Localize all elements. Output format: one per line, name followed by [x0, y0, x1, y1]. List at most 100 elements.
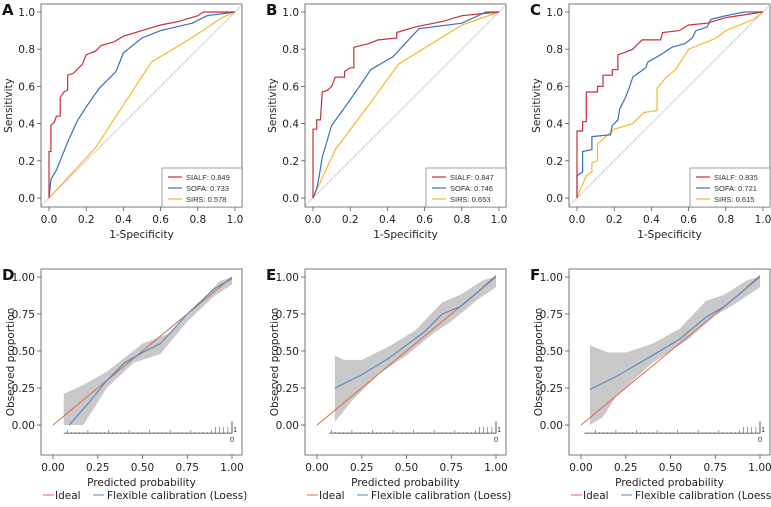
x-tick-label: 1.00 — [220, 462, 243, 474]
y-axis-title: Sensitivity — [267, 78, 279, 133]
y-tick-label: 0.0 — [18, 193, 35, 205]
legend-entry-sofa: SOFA: 0.746 — [450, 184, 493, 193]
confidence-band — [63, 277, 233, 425]
y-axis-title: Observed proportion — [5, 308, 17, 417]
panel-letter: B — [266, 1, 277, 19]
x-tick-label: 0.6 — [416, 214, 433, 226]
x-tick-label: 0.2 — [78, 214, 95, 226]
x-tick-label: 0.6 — [152, 214, 169, 226]
x-tick-label: 0.00 — [305, 462, 328, 474]
y-tick-label: 0.8 — [546, 44, 563, 56]
x-axis-title: 1-Specificity — [637, 229, 702, 241]
rug-label-0: 0 — [758, 435, 762, 444]
y-tick-label: 1.00 — [540, 272, 563, 284]
legend-entry-sialf: SIALF: 0.849 — [186, 173, 230, 182]
y-tick-label: 0.75 — [12, 309, 35, 321]
x-tick-label: 0.0 — [41, 214, 58, 226]
x-tick-label: 0.2 — [606, 214, 623, 226]
y-tick-label: 0.2 — [282, 156, 299, 168]
ideal-line — [52, 276, 233, 426]
panel-a: A 0.0 0.2 0.4 0.6 0.8 1.0 0.0 0.2 0.4 0.6 0.8 1.0 1-S… — [2, 1, 243, 241]
y-tick-label: 0.2 — [18, 156, 35, 168]
y-tick-label: 0.8 — [18, 44, 35, 56]
panel-letter: A — [2, 1, 14, 19]
legend-entry-ideal: Ideal — [55, 490, 81, 502]
x-tick-label: 0.4 — [643, 214, 660, 226]
reference-diagonal — [41, 4, 243, 206]
panel-c: C 0.0 0.2 0.4 0.6 0.8 1.0 0.0 0.2 0.4 0.6 0.8 1.0 1-S… — [530, 1, 771, 241]
loess-curve — [589, 275, 761, 390]
x-tick-label: 0.2 — [342, 214, 359, 226]
panel-d: D 0.00 0.25 0.50 0.75 1.00 0.00 0.25 0.50 0.75 1.0… — [2, 266, 247, 502]
y-axis-title: Sensitivity — [531, 78, 543, 133]
y-tick-label: 0.00 — [540, 420, 563, 432]
y-tick-label: 0.00 — [12, 420, 35, 432]
panel-b: B 0.0 0.2 0.4 0.6 0.8 1.0 0.0 0.2 0.4 0.6 0.8 1.0 1-S… — [266, 1, 507, 241]
x-axis-title: 1-Specificity — [109, 229, 174, 241]
y-tick-label: 1.0 — [18, 7, 35, 19]
legend-entry-loess: Flexible calibration (Loess) — [107, 490, 247, 502]
panel-letter: C — [530, 1, 541, 19]
roc-curve-sirs — [312, 11, 500, 199]
x-tick-label: 0.00 — [569, 462, 592, 474]
x-tick-label: 0.25 — [350, 462, 373, 474]
legend: Ideal Flexible calibration (Loess) — [43, 490, 247, 502]
y-axis-title: Sensitivity — [3, 78, 15, 133]
legend: SIALF: 0.849 SOFA: 0.733 SIRS: 0.578 — [161, 167, 243, 208]
x-tick-label: 0.8 — [717, 214, 734, 226]
legend-entry-sofa: SOFA: 0.721 — [714, 184, 757, 193]
x-tick-label: 0.0 — [569, 214, 586, 226]
y-tick-label: 0.75 — [276, 309, 299, 321]
legend-entry-ideal: Ideal — [319, 490, 345, 502]
y-tick-label: 0.6 — [546, 81, 563, 93]
x-tick-label: 1.0 — [227, 214, 244, 226]
loess-curve — [334, 275, 497, 389]
y-tick-label: 0.6 — [18, 81, 35, 93]
y-tick-label: 0.2 — [546, 156, 563, 168]
plot-frame — [568, 268, 771, 456]
y-tick-label: 0.0 — [546, 193, 563, 205]
x-tick-label: 0.8 — [189, 214, 206, 226]
x-tick-label: 1.0 — [755, 214, 771, 226]
x-tick-label: 0.6 — [680, 214, 697, 226]
legend-entry-sirs: SIRS: 0.615 — [714, 195, 754, 204]
roc-curve-sirs — [576, 11, 764, 199]
x-tick-label: 0.75 — [704, 462, 727, 474]
y-tick-label: 0.25 — [12, 383, 35, 395]
x-tick-label: 0.75 — [176, 462, 199, 474]
panel-e: E 0.00 0.25 0.50 0.75 1.00 0.00 0.25 0.50 0.75 1.0… — [266, 266, 511, 502]
rug-label-0: 0 — [494, 435, 498, 444]
x-tick-label: 0.50 — [395, 462, 418, 474]
roc-curve-sofa — [48, 11, 236, 199]
y-tick-label: 0.75 — [540, 309, 563, 321]
y-tick-label: 0.50 — [540, 346, 563, 358]
legend-entry-sialf: SIALF: 0.847 — [450, 173, 494, 182]
plot-frame — [304, 268, 507, 456]
roc-curve-sialf — [576, 11, 764, 198]
x-tick-label: 0.8 — [453, 214, 470, 226]
y-tick-label: 0.4 — [18, 119, 35, 131]
x-axis-title: Predicted probability — [351, 477, 460, 489]
y-tick-label: 0.25 — [276, 383, 299, 395]
plot-frame — [40, 3, 243, 208]
roc-curve-sirs — [48, 11, 236, 199]
reference-diagonal — [569, 4, 771, 206]
y-tick-label: 1.0 — [282, 7, 299, 19]
y-tick-label: 0.0 — [282, 193, 299, 205]
x-tick-label: 0.4 — [115, 214, 132, 226]
plot-frame — [40, 268, 243, 456]
y-tick-label: 0.50 — [12, 346, 35, 358]
legend-entry-sirs: SIRS: 0.578 — [186, 195, 226, 204]
y-axis-title: Observed proportion — [269, 308, 281, 417]
plot-frame — [304, 3, 507, 208]
panel-f: F 0.00 0.25 0.50 0.75 1.00 0.00 0.25 0.50 0.75 1.0… — [530, 266, 771, 502]
y-tick-label: 1.0 — [546, 7, 563, 19]
legend: SIALF: 0.835 SOFA: 0.721 SIRS: 0.615 — [689, 167, 771, 208]
y-tick-label: 0.8 — [282, 44, 299, 56]
roc-curve-sofa — [576, 11, 763, 198]
x-tick-label: 0.50 — [131, 462, 154, 474]
rug-label-0: 0 — [230, 435, 234, 444]
legend: Ideal Flexible calibration (Loess) — [571, 490, 771, 502]
x-tick-label: 0.25 — [614, 462, 637, 474]
legend-entry-sirs: SIRS: 0.653 — [450, 195, 490, 204]
